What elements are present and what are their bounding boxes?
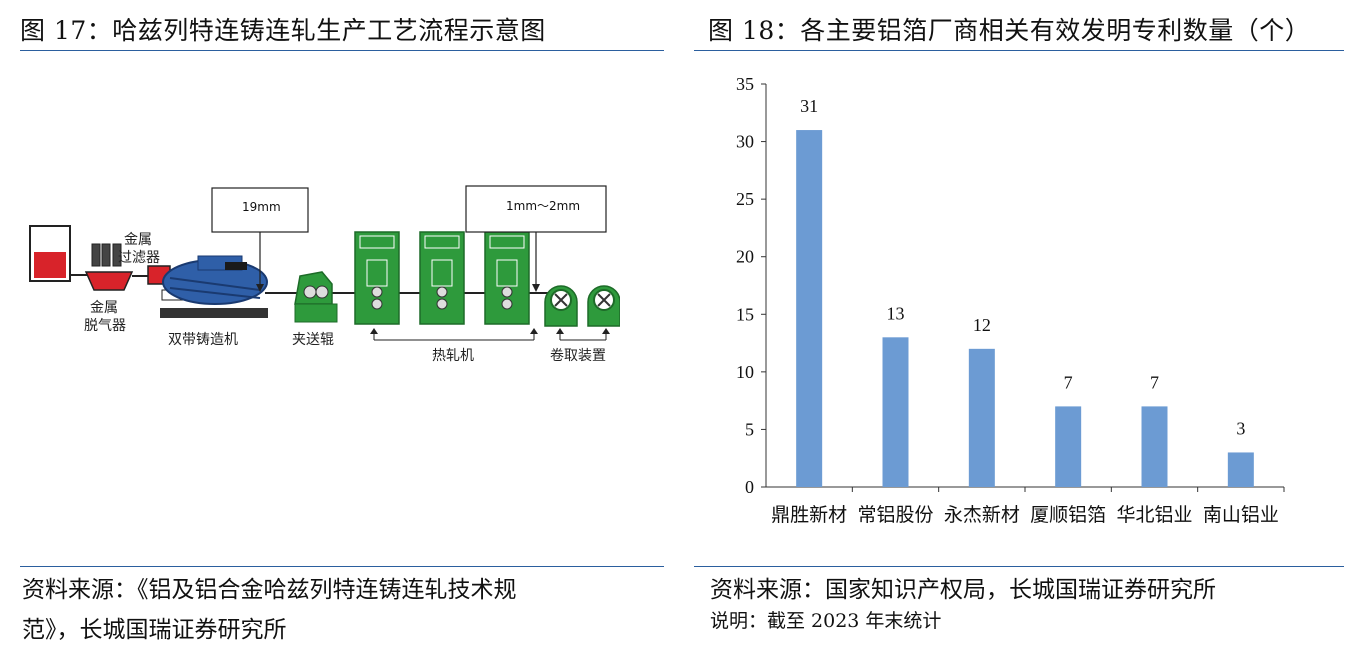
- y-tick-label: 0: [745, 477, 754, 497]
- y-tick-label: 20: [736, 247, 754, 267]
- figure-17-source-line1: 资料来源：《铝及铝合金哈兹列特连铸连轧技术规: [22, 577, 517, 603]
- pinch-rolls: [294, 271, 338, 323]
- bar: [1227, 452, 1254, 487]
- figure-18-note: 说明：截至 2023 年末统计: [710, 610, 942, 632]
- callout-1-2mm-label: 1mm～2mm: [506, 199, 580, 213]
- bar-data-label: 31: [800, 96, 818, 116]
- label-twin-belt-caster: 双带铸造机: [168, 332, 238, 348]
- metal-degasser: [84, 243, 134, 291]
- label-hot-rolling-mill: 热轧机: [432, 348, 474, 364]
- x-category-label: 永杰新材: [944, 504, 1020, 526]
- coiler-1: [544, 285, 578, 327]
- figure-18-title: 图 18：各主要铝箔厂商相关有效发明专利数量（个）: [708, 16, 1311, 45]
- x-category-label: 南山铝业: [1203, 504, 1279, 526]
- figure-17-source-line2: 范》，长城国瑞证券研究所: [22, 617, 287, 643]
- bar: [796, 130, 823, 488]
- x-category-label: 常铝股份: [857, 504, 933, 526]
- figure-17-source-rule: [20, 566, 664, 567]
- y-tick-label: 15: [736, 304, 754, 324]
- bar: [968, 348, 995, 487]
- figure-18-source: 资料来源：国家知识产权局，长城国瑞证券研究所: [710, 577, 1216, 603]
- figure-18-title-rule: [694, 50, 1344, 51]
- twin-belt-caster: [160, 255, 268, 318]
- figure-17-title-rule: [20, 50, 664, 51]
- coiler-2: [587, 285, 620, 327]
- label-filter-line2: 过滤器: [118, 250, 160, 266]
- y-tick-label: 35: [736, 74, 754, 94]
- y-tick-label: 10: [736, 362, 754, 382]
- process-flow-diagram: 19mm 1mm～2mm: [29, 185, 620, 364]
- bar-data-label: 13: [887, 303, 905, 323]
- bar: [1055, 406, 1082, 487]
- y-tick-label: 30: [736, 132, 754, 152]
- x-category-label: 鼎胜新材: [771, 504, 847, 526]
- label-coiler: 卷取装置: [550, 348, 606, 364]
- thickness-callout-1-2mm: [465, 185, 607, 233]
- bar-data-label: 7: [1150, 372, 1159, 392]
- bar: [882, 337, 909, 487]
- bar-data-label: 12: [973, 315, 991, 335]
- hot-rolling-stand-2: [419, 231, 465, 325]
- label-filter-line1: 金属: [124, 232, 152, 248]
- bar-data-label: 7: [1064, 372, 1073, 392]
- label-degasser-line2: 脱气器: [84, 318, 126, 334]
- x-category-label: 厦顺铝箔: [1030, 504, 1106, 526]
- bar-data-label: 3: [1236, 418, 1245, 438]
- patent-count-bar-chart: 0 5 10 15 20 25 30 35 31 鼎胜新材 13 常铝股份 12 永杰新材 7 厦顺铝箔 7 华北…: [736, 74, 1285, 526]
- hot-rolling-stand-1: [354, 231, 400, 325]
- callout-19mm-label: 19mm: [242, 200, 281, 214]
- bar: [1141, 406, 1168, 487]
- hot-rolling-stand-3: [484, 231, 530, 325]
- y-tick-label: 25: [736, 189, 754, 209]
- x-category-label: 华北铝业: [1116, 504, 1192, 526]
- thickness-callout-19mm: [211, 187, 309, 233]
- figure-18-source-rule: [694, 566, 1344, 567]
- label-degasser-line1: 金属: [90, 300, 118, 316]
- figure-17-title: 图 17：哈兹列特连铸连轧生产工艺流程示意图: [20, 16, 546, 45]
- label-pinch-rolls: 夹送辊: [292, 332, 334, 348]
- y-tick-label: 5: [745, 419, 754, 439]
